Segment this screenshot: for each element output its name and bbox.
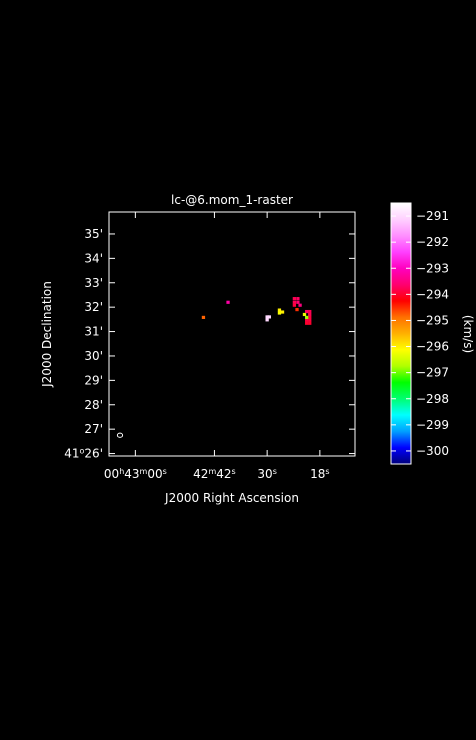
data-pixel [277,308,282,312]
colorbar-tick-label: −294 [416,287,449,301]
colorbar-tick-label: −297 [416,366,449,380]
colorbar-frame [390,202,412,465]
data-pixel [201,315,206,319]
y-tick-label: 35' [84,227,103,241]
y-axis-label: J2000 Declination [40,281,54,388]
data-pixel [305,309,309,314]
colorbar-tick-label: −295 [416,313,449,327]
data-pixel [292,297,297,301]
data-pixels [201,297,312,325]
data-pixel [267,315,271,319]
x-axis-label: J2000 Right Ascension [164,491,299,505]
y-tick-label: 41o26' [64,446,103,461]
data-pixel [308,312,312,317]
y-tick-label: 32' [84,300,103,314]
colorbar: −291 −292 −293 −294 −295 −296 −297 −298 −299 −300… [390,202,475,465]
data-pixel [308,309,312,314]
plot-area [108,211,356,457]
colorbar-tick-label: −299 [416,418,449,432]
colorbar-tick-label: −291 [416,209,449,223]
y-tick-label: 27' [84,422,103,436]
data-pixel [296,297,300,301]
data-pixel [302,312,307,317]
data-pixel [308,321,312,325]
data-pixel [265,318,269,322]
x-tick-label: 30s [257,467,276,482]
x-tick-label: 00h43m00s [104,467,167,482]
data-pixel [296,300,300,304]
chart-title: lc-@6.mom_1-raster [171,193,293,207]
data-pixel [295,308,299,312]
data-pixel [226,300,230,304]
x-tick-labels: 00h43m00s 42m42s 30s 18s [104,467,330,482]
y-tick-label: 34' [84,251,103,265]
y-tick-label: 31' [84,325,103,339]
y-tick-label: 33' [84,276,103,290]
axis-ticks [109,212,355,456]
data-pixel [277,311,282,315]
x-tick-label: 18s [310,467,329,482]
data-pixel [305,321,309,325]
y-tick-labels: 41o26' 27' 28' 29' 30' 31' 32' 33' 34' 35' [64,227,103,461]
colorbar-ticks: −291 −292 −293 −294 −295 −296 −297 −298 −299 −300 [391,209,449,458]
colorbar-tick-label: −292 [416,235,449,249]
data-pixel [292,300,297,304]
data-pixel [305,315,309,319]
data-pixel [308,315,312,319]
data-pixel [298,303,302,307]
y-tick-label: 29' [84,373,103,387]
x-tick-label: 42m42s [193,467,236,482]
colorbar-tick-label: −296 [416,340,449,354]
colorbar-label: (km/s) [461,315,475,353]
beam-ellipse [116,432,124,438]
colorbar-tick-label: −293 [416,261,449,275]
colorbar-tick-label: −298 [416,392,449,406]
y-tick-label: 28' [84,398,103,412]
y-tick-label: 30' [84,349,103,363]
colorbar-tick-label: −300 [416,444,449,458]
data-pixel [265,315,269,319]
data-pixel [305,318,309,322]
data-pixel [308,318,312,322]
plot-frame [108,211,356,457]
data-pixel [292,303,297,307]
data-pixel [280,310,285,314]
